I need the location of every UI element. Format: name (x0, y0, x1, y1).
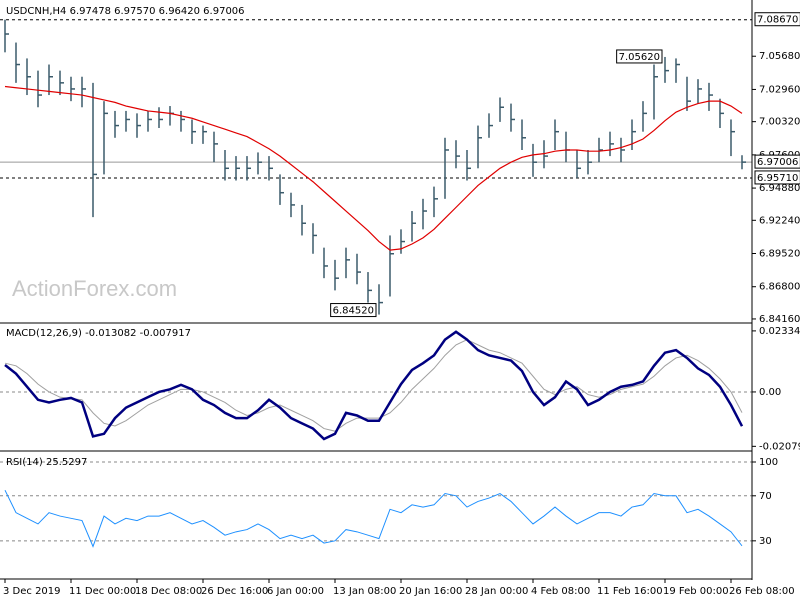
price-annotation: 7.05620 (619, 52, 660, 63)
rsi-line (4, 489, 743, 548)
x-tick-label: 20 Jan 16:00 (399, 586, 462, 597)
level-label-box (754, 154, 800, 169)
x-tick-label: 3 Dec 2019 (3, 586, 61, 597)
x-tick-label: 11 Feb 16:00 (597, 586, 663, 597)
price-annotation-box (330, 303, 377, 318)
level-label-box (754, 170, 800, 185)
x-tick-label: 6 Jan 00:00 (267, 586, 324, 597)
watermark: ActionForex.com (12, 276, 177, 301)
y-tick-label: 6.86800 (759, 282, 800, 293)
x-tick-label: 28 Jan 00:00 (465, 586, 528, 597)
y-tick-label: 7.00320 (759, 117, 800, 128)
x-tick-label: 18 Dec 08:00 (135, 586, 202, 597)
price-annotation-box (616, 49, 663, 64)
level-label-box (754, 12, 800, 27)
label-layer: 7.056807.029607.003206.976006.948806.922… (3, 12, 800, 597)
x-tick-label: 26 Dec 16:00 (201, 586, 268, 597)
level-label: 7.08670 (757, 15, 798, 26)
y-tick-label: 0.00 (759, 387, 781, 398)
y-tick-label: 6.92240 (759, 215, 800, 226)
rsi-title: RSI(14) 25.5297 (6, 457, 87, 468)
y-tick-label: 6.84160 (759, 314, 800, 325)
y-tick-label: 7.05680 (759, 51, 800, 62)
x-tick-label: 19 Feb 00:00 (663, 586, 729, 597)
x-tick-label: 11 Dec 00:00 (69, 586, 136, 597)
chart-title: USDCNH,H4 6.97478 6.97570 6.96420 6.9700… (6, 6, 245, 17)
y-tick-label: -0.020798 (759, 441, 800, 452)
y-tick-label: 30 (759, 536, 772, 547)
y-tick-label: 6.89520 (759, 249, 800, 260)
x-tick-label: 26 Feb 08:00 (729, 586, 795, 597)
y-tick-label: 70 (759, 491, 772, 502)
level-label: 6.95710 (757, 173, 798, 184)
mark-layer (4, 19, 746, 548)
x-tick-label: 13 Jan 08:00 (333, 586, 396, 597)
level-label: 6.97006 (757, 157, 798, 168)
moving-average (4, 85, 743, 251)
y-tick-label: 100 (759, 457, 778, 468)
price-annotation: 6.84520 (333, 306, 374, 317)
macd-signal (4, 339, 743, 432)
macd-main (4, 330, 744, 441)
macd-title: MACD(12,26,9) -0.013082 -0.007917 (6, 328, 191, 339)
y-tick-label: 6.94880 (759, 183, 800, 194)
y-tick-label: 7.02960 (759, 84, 800, 95)
x-tick-label: 4 Feb 08:00 (531, 586, 590, 597)
y-tick-label: 0.023345 (759, 326, 800, 337)
grid-layer (0, 19, 756, 583)
